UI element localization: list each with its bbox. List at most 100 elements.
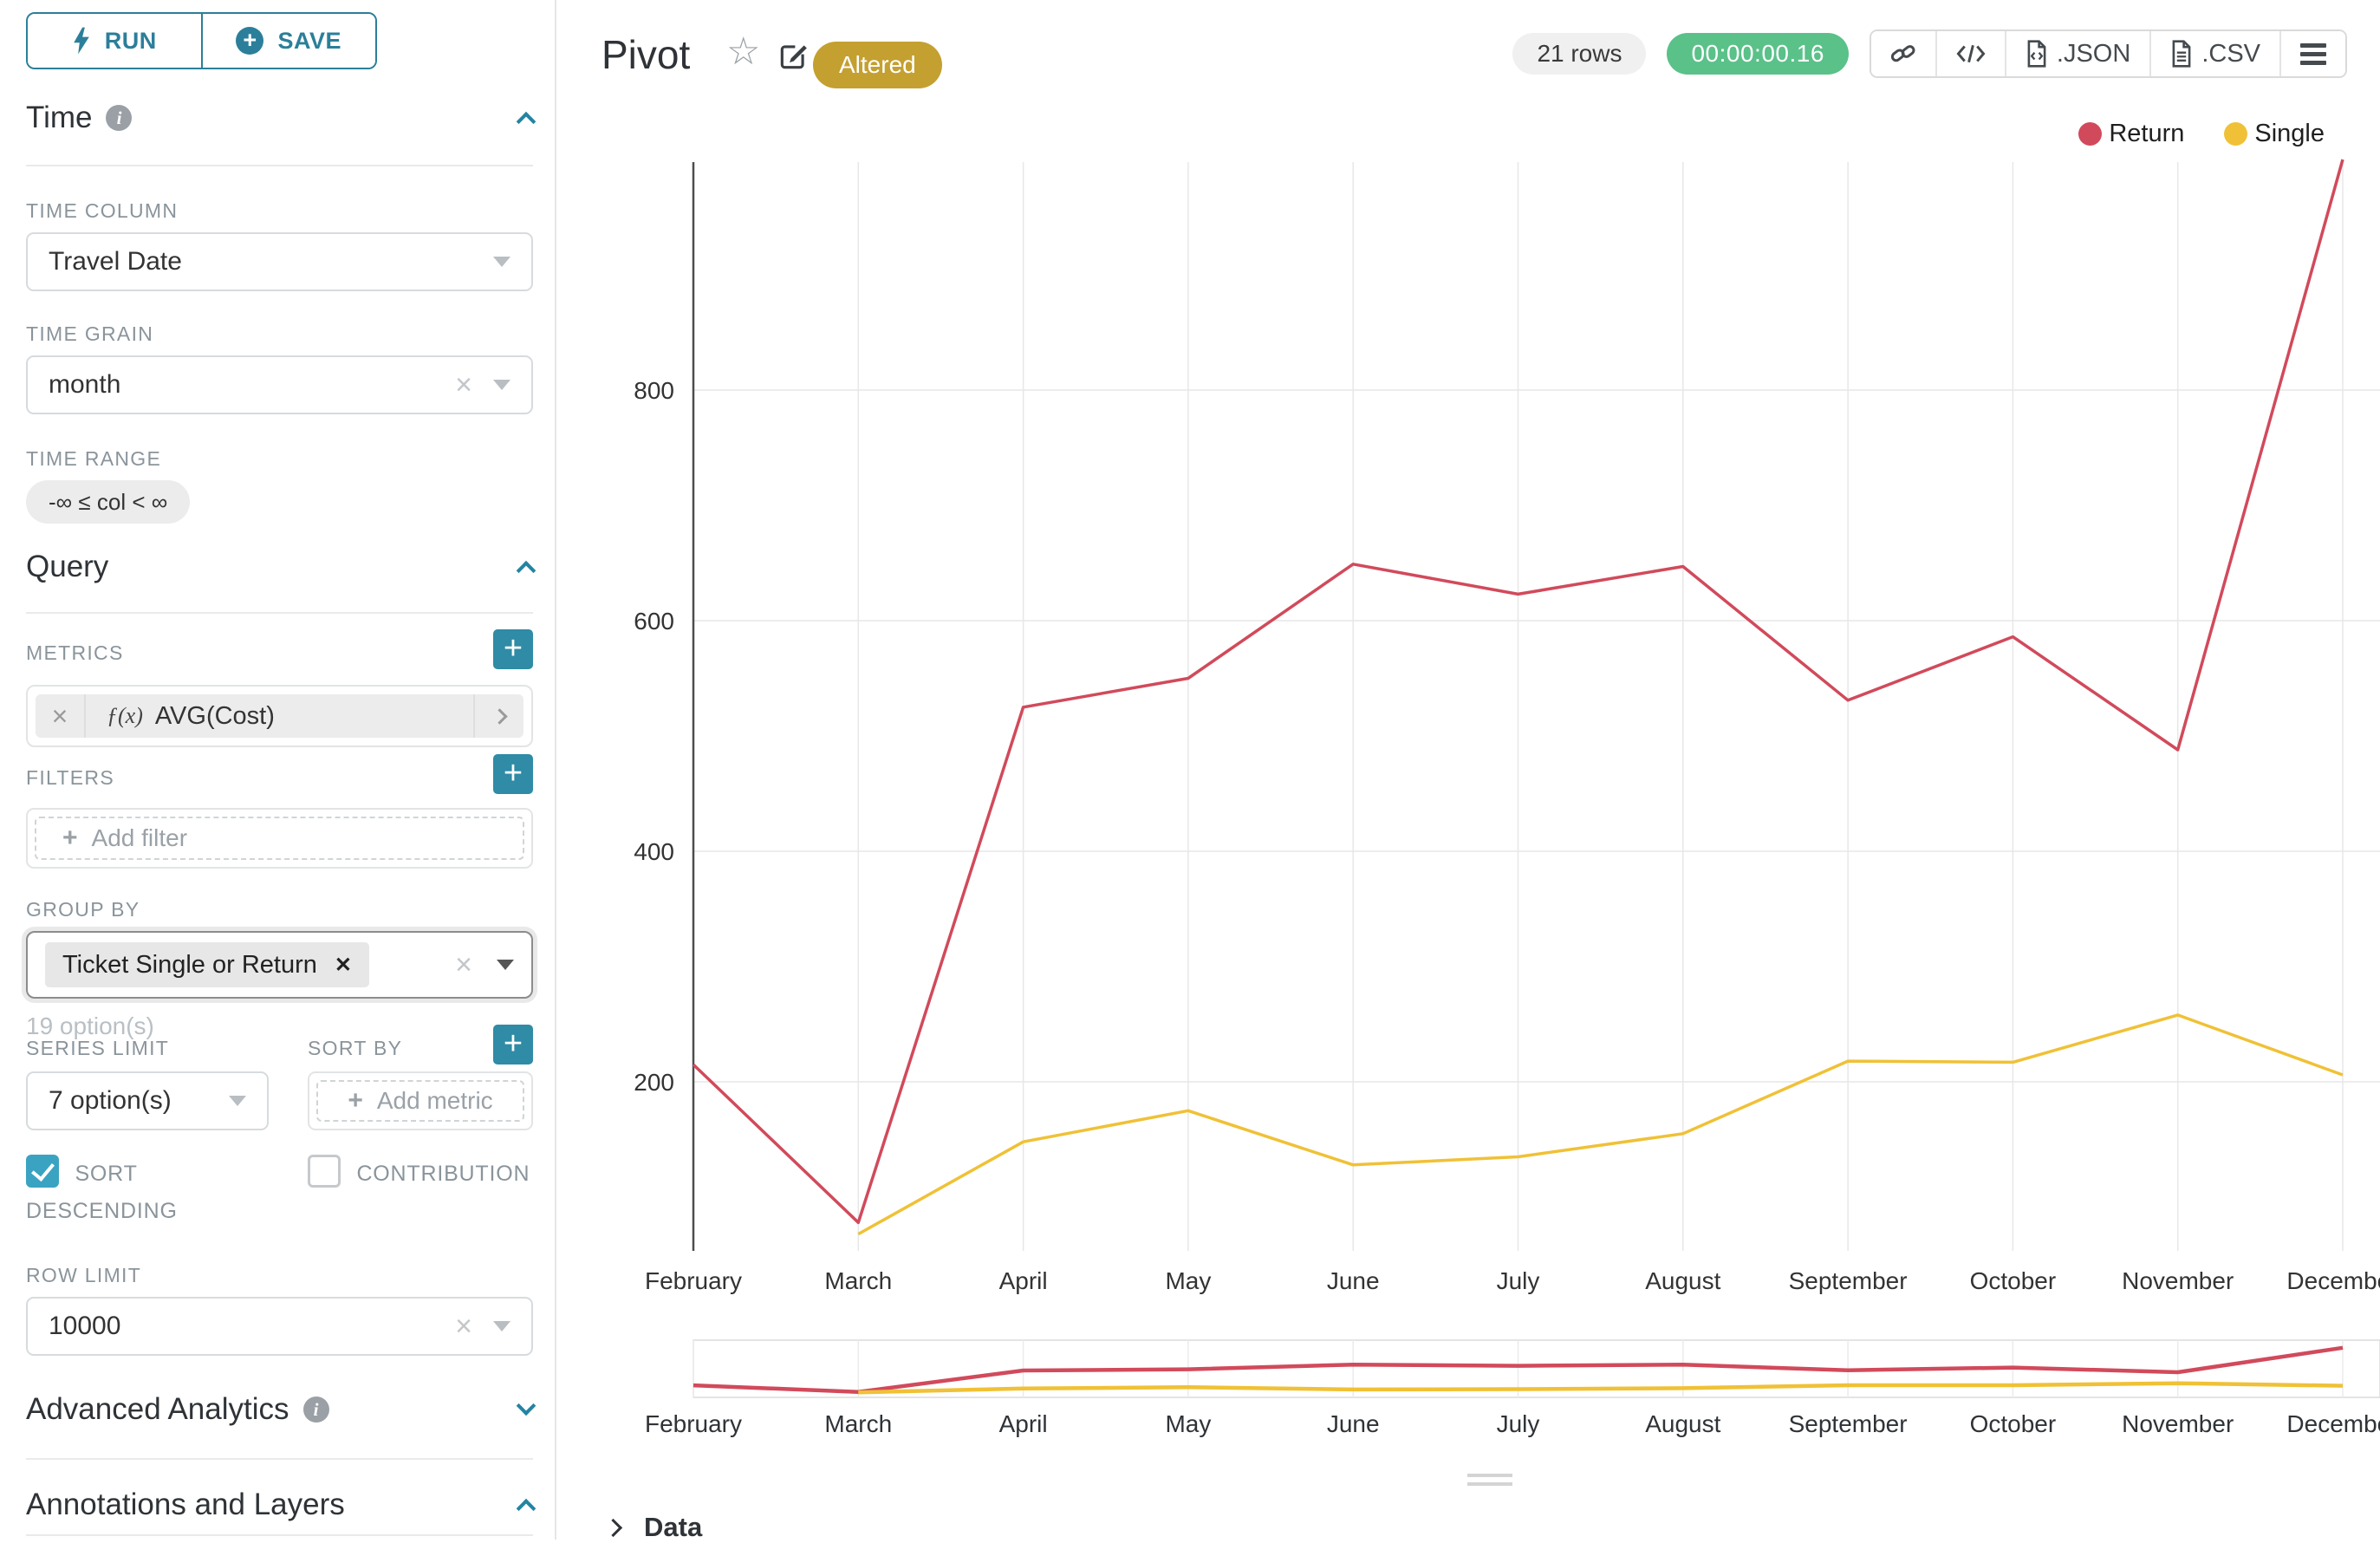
svg-text:August: August <box>1645 1410 1720 1437</box>
svg-text:September: September <box>1789 1267 1908 1294</box>
svg-text:October: October <box>1970 1267 2057 1294</box>
svg-text:400: 400 <box>634 838 674 865</box>
time-column-select[interactable]: Travel Date <box>26 232 533 291</box>
chevron-up-icon[interactable] <box>516 1498 536 1519</box>
group-by-tag[interactable]: Ticket Single or Return <box>45 942 369 987</box>
svg-text:July: July <box>1497 1410 1540 1437</box>
info-icon[interactable] <box>302 1397 329 1423</box>
chevron-up-icon[interactable] <box>516 111 536 132</box>
chevron-down-icon <box>493 1321 510 1331</box>
add-filter-plus-button[interactable] <box>493 754 533 794</box>
header-actions: 21 rows 00:00:00.16 .JSON .CS <box>1512 29 2347 78</box>
metric-name: AVG(Cost) <box>154 701 275 730</box>
series-limit-select[interactable]: 7 option(s) <box>26 1071 269 1130</box>
code-icon <box>1956 44 1986 63</box>
favorite-star-icon[interactable] <box>726 33 760 71</box>
altered-badge[interactable]: Altered <box>813 42 942 88</box>
row-limit-label: ROW LIMIT <box>26 1264 142 1286</box>
svg-text:March: March <box>824 1267 892 1294</box>
edit-icon[interactable] <box>777 40 810 77</box>
copy-link-button[interactable] <box>1870 31 1937 76</box>
section-header-query[interactable]: Query <box>26 546 536 588</box>
time-grain-value: month <box>49 370 121 399</box>
plus-icon <box>348 1086 363 1116</box>
add-filter-label: Add filter <box>91 824 188 851</box>
chart-legend: Return Single <box>2078 120 2325 148</box>
control-panel-sidebar: RUN SAVE Time TIME COLUMN Travel Date TI… <box>0 0 556 1540</box>
divider <box>26 165 533 166</box>
svg-text:December: December <box>2286 1410 2380 1437</box>
svg-text:April: April <box>999 1410 1048 1437</box>
clear-icon[interactable] <box>455 370 472 400</box>
svg-text:May: May <box>1165 1267 1211 1294</box>
section-header-time[interactable]: Time <box>26 97 536 139</box>
export-csv-button[interactable]: .CSV <box>2151 31 2281 76</box>
add-metric-plus-button[interactable] <box>493 629 533 669</box>
chevron-right-icon <box>491 707 508 725</box>
data-panel-label: Data <box>644 1512 703 1542</box>
divider <box>26 1458 533 1460</box>
time-grain-select[interactable]: month <box>26 355 533 414</box>
time-grain-label: TIME GRAIN <box>26 322 154 345</box>
view-query-button[interactable] <box>1936 31 2006 76</box>
legend-dot-icon <box>2078 122 2103 146</box>
group-by-select[interactable]: Ticket Single or Return <box>26 931 533 999</box>
row-limit-value: 10000 <box>49 1312 121 1340</box>
query-section-title: Query <box>26 550 109 583</box>
contribution-checkbox[interactable] <box>308 1155 341 1188</box>
file-code-icon <box>2027 40 2046 68</box>
run-button[interactable]: RUN <box>28 14 203 68</box>
svg-text:February: February <box>645 1267 742 1294</box>
hamburger-icon <box>2300 42 2326 65</box>
add-filter-button[interactable]: Add filter <box>35 817 524 860</box>
clear-icon[interactable] <box>455 1312 472 1341</box>
svg-text:September: September <box>1789 1410 1908 1437</box>
menu-button[interactable] <box>2281 31 2345 76</box>
panel-resize-handle[interactable] <box>1467 1474 1512 1491</box>
group-by-options-hint: 19 option(s) <box>26 1012 154 1039</box>
section-header-advanced-analytics[interactable]: Advanced Analytics <box>26 1389 536 1430</box>
add-sort-metric-plus-button[interactable] <box>493 1025 533 1064</box>
chevron-down-icon[interactable] <box>516 1396 536 1416</box>
filters-container: Add filter <box>26 808 533 869</box>
plus-circle-icon <box>236 27 264 55</box>
remove-metric-icon[interactable] <box>36 694 86 738</box>
series-limit-label: SERIES LIMIT <box>26 1037 170 1059</box>
svg-text:April: April <box>999 1267 1048 1294</box>
chevron-up-icon[interactable] <box>516 560 536 581</box>
legend-dot-icon <box>2224 122 2248 146</box>
legend-item-return[interactable]: Return <box>2078 120 2184 148</box>
contribution-label[interactable]: CONTRIBUTION <box>356 1162 530 1186</box>
annotations-title: Annotations and Layers <box>26 1488 345 1521</box>
add-sort-metric-button[interactable]: Add metric <box>316 1080 524 1122</box>
sort-descending-label[interactable]: SORT DESCENDING <box>26 1162 178 1223</box>
section-header-annotations[interactable]: Annotations and Layers <box>26 1484 536 1526</box>
svg-text:March: March <box>824 1410 892 1437</box>
info-icon[interactable] <box>106 105 133 131</box>
legend-item-single[interactable]: Single <box>2224 120 2325 148</box>
expand-metric-button[interactable] <box>473 694 523 738</box>
export-csv-label: .CSV <box>2201 39 2260 68</box>
export-json-button[interactable]: .JSON <box>2006 31 2152 76</box>
save-button[interactable]: SAVE <box>202 14 375 68</box>
row-count-badge: 21 rows <box>1512 33 1647 75</box>
data-panel-toggle[interactable]: Data <box>603 1512 703 1543</box>
remove-tag-icon[interactable] <box>335 953 352 978</box>
contribution-control: CONTRIBUTION <box>308 1155 550 1193</box>
sort-by-label: SORT BY <box>308 1037 403 1059</box>
clear-icon[interactable] <box>455 950 472 980</box>
divider <box>26 1534 533 1536</box>
run-save-button-group: RUN SAVE <box>26 12 377 69</box>
row-limit-select[interactable]: 10000 <box>26 1297 533 1356</box>
time-range-pill[interactable]: -∞ ≤ col < ∞ <box>26 480 191 524</box>
advanced-analytics-title: Advanced Analytics <box>26 1392 289 1426</box>
query-timer-badge: 00:00:00.16 <box>1667 33 1849 75</box>
export-json-label: .JSON <box>2056 39 2131 68</box>
svg-text:November: November <box>2122 1410 2234 1437</box>
sort-descending-checkbox[interactable] <box>26 1155 59 1188</box>
chevron-right-icon <box>603 1518 623 1537</box>
chart-title[interactable]: Pivot <box>602 32 691 77</box>
divider <box>26 612 533 614</box>
metric-pill[interactable]: ƒ(x) AVG(Cost) <box>36 694 523 738</box>
